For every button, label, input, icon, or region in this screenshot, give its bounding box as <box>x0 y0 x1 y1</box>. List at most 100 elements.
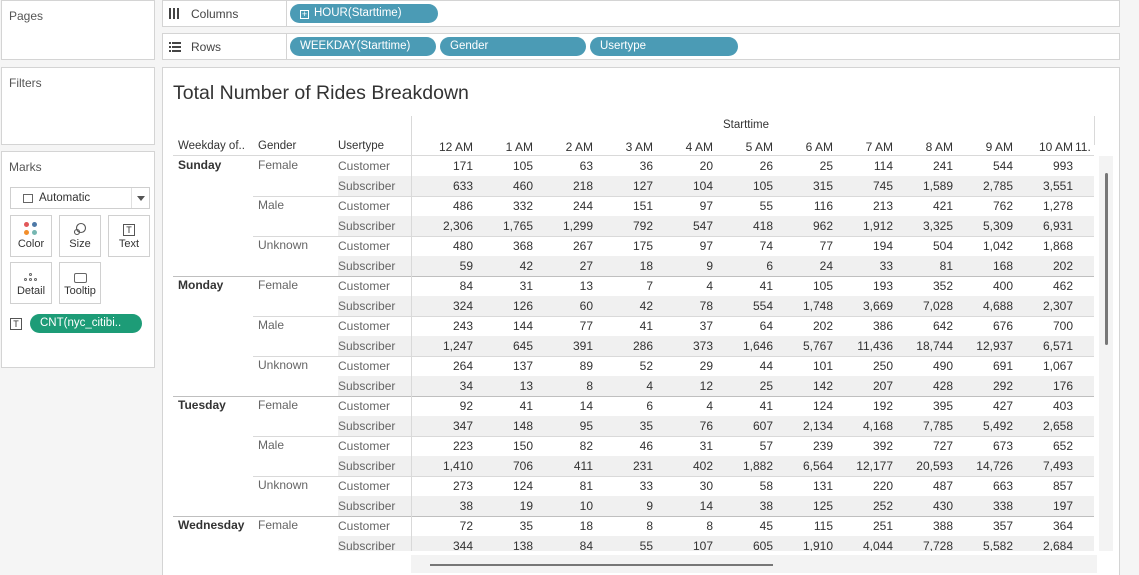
text-button[interactable]: T Text <box>108 215 150 257</box>
value-cell[interactable]: 77 <box>579 319 593 333</box>
value-cell[interactable]: 84 <box>579 539 593 551</box>
value-cell[interactable]: 14,726 <box>976 459 1013 473</box>
value-cell[interactable]: 202 <box>812 319 833 333</box>
value-cell[interactable]: 1,589 <box>922 179 953 193</box>
column-header[interactable]: 9 AM <box>985 140 1013 154</box>
value-cell[interactable]: 352 <box>932 279 953 293</box>
usertype-cell[interactable]: Customer <box>338 159 391 173</box>
value-cell[interactable]: 127 <box>632 179 653 193</box>
value-cell[interactable]: 267 <box>572 239 593 253</box>
value-cell[interactable]: 338 <box>992 499 1013 513</box>
value-cell[interactable]: 175 <box>632 239 653 253</box>
value-cell[interactable]: 1,910 <box>802 539 833 551</box>
value-cell[interactable]: 74 <box>759 239 773 253</box>
value-cell[interactable]: 231 <box>632 459 653 473</box>
value-cell[interactable]: 107 <box>692 539 713 551</box>
gender-cell[interactable]: Female <box>258 518 299 532</box>
horizontal-scroll-thumb[interactable] <box>430 564 773 566</box>
value-cell[interactable]: 14 <box>579 399 593 413</box>
value-cell[interactable]: 673 <box>992 439 1013 453</box>
value-cell[interactable]: 607 <box>752 419 773 433</box>
value-cell[interactable]: 131 <box>812 479 833 493</box>
value-cell[interactable]: 8 <box>646 519 653 533</box>
value-cell[interactable]: 480 <box>452 239 473 253</box>
value-cell[interactable]: 59 <box>459 259 473 273</box>
expand-plus-icon[interactable]: + <box>300 9 309 19</box>
usertype-cell[interactable]: Customer <box>338 279 391 293</box>
value-cell[interactable]: 8 <box>706 519 713 533</box>
value-cell[interactable]: 37 <box>699 319 713 333</box>
color-button[interactable]: Color <box>10 215 52 257</box>
column-header[interactable]: 5 AM <box>745 140 773 154</box>
value-cell[interactable]: 12 <box>699 379 713 393</box>
value-cell[interactable]: 1,882 <box>742 459 773 473</box>
value-cell[interactable]: 332 <box>512 199 533 213</box>
value-cell[interactable]: 82 <box>579 439 593 453</box>
value-cell[interactable]: 400 <box>992 279 1013 293</box>
value-cell[interactable]: 31 <box>519 279 533 293</box>
chevron-down-icon[interactable] <box>131 188 149 208</box>
value-cell[interactable]: 605 <box>752 539 773 551</box>
value-cell[interactable]: 29 <box>699 359 713 373</box>
usertype-cell[interactable]: Customer <box>338 239 391 253</box>
vertical-scrollbar[interactable] <box>1099 156 1113 551</box>
value-cell[interactable]: 344 <box>452 539 473 551</box>
weekday-cell[interactable]: Tuesday <box>178 398 226 412</box>
value-cell[interactable]: 31 <box>699 439 713 453</box>
value-cell[interactable]: 176 <box>1052 379 1073 393</box>
usertype-cell[interactable]: Subscriber <box>338 539 396 551</box>
value-cell[interactable]: 10 <box>579 499 593 513</box>
value-cell[interactable]: 18,744 <box>916 339 953 353</box>
value-cell[interactable]: 213 <box>872 199 893 213</box>
value-cell[interactable]: 1,067 <box>1042 359 1073 373</box>
value-cell[interactable]: 7 <box>646 279 653 293</box>
value-cell[interactable]: 6 <box>646 399 653 413</box>
value-cell[interactable]: 57 <box>759 439 773 453</box>
value-cell[interactable]: 2,684 <box>1042 539 1073 551</box>
value-cell[interactable]: 30 <box>699 479 713 493</box>
gender-pill[interactable]: Gender <box>440 37 586 56</box>
value-cell[interactable]: 3,551 <box>1042 179 1073 193</box>
value-cell[interactable]: 239 <box>812 439 833 453</box>
value-cell[interactable]: 20,593 <box>916 459 953 473</box>
value-cell[interactable]: 26 <box>759 159 773 173</box>
value-cell[interactable]: 544 <box>992 159 1013 173</box>
usertype-cell[interactable]: Subscriber <box>338 179 396 193</box>
value-cell[interactable]: 462 <box>1052 279 1073 293</box>
value-cell[interactable]: 168 <box>992 259 1013 273</box>
value-cell[interactable]: 12,177 <box>856 459 893 473</box>
value-cell[interactable]: 691 <box>992 359 1013 373</box>
usertype-cell[interactable]: Customer <box>338 439 391 453</box>
value-cell[interactable]: 315 <box>812 179 833 193</box>
column-header[interactable]: 3 AM <box>625 140 653 154</box>
column-header[interactable]: 10 AM <box>1038 140 1073 154</box>
value-cell[interactable]: 402 <box>692 459 713 473</box>
value-cell[interactable]: 150 <box>512 439 533 453</box>
value-cell[interactable]: 101 <box>812 359 833 373</box>
value-cell[interactable]: 1,912 <box>862 219 893 233</box>
value-cell[interactable]: 264 <box>452 359 473 373</box>
value-cell[interactable]: 81 <box>579 479 593 493</box>
value-cell[interactable]: 95 <box>579 419 593 433</box>
value-cell[interactable]: 2,134 <box>802 419 833 433</box>
value-cell[interactable]: 223 <box>452 439 473 453</box>
usertype-header[interactable]: Usertype <box>338 140 385 152</box>
value-cell[interactable]: 1,748 <box>802 299 833 313</box>
value-cell[interactable]: 44 <box>759 359 773 373</box>
value-cell[interactable]: 125 <box>812 499 833 513</box>
value-cell[interactable]: 324 <box>452 299 473 313</box>
value-cell[interactable]: 292 <box>992 379 1013 393</box>
value-cell[interactable]: 487 <box>932 479 953 493</box>
value-cell[interactable]: 700 <box>1052 319 1073 333</box>
gender-cell[interactable]: Unknown <box>258 238 309 252</box>
value-cell[interactable]: 2,785 <box>982 179 1013 193</box>
value-cell[interactable]: 1,299 <box>562 219 593 233</box>
gender-header[interactable]: Gender <box>258 140 297 152</box>
columns-shelf[interactable]: Columns + HOUR(Starttime) <box>162 0 1120 27</box>
value-cell[interactable]: 33 <box>879 259 893 273</box>
value-cell[interactable]: 504 <box>932 239 953 253</box>
usertype-cell[interactable]: Customer <box>338 519 391 533</box>
value-cell[interactable]: 115 <box>813 519 833 533</box>
value-cell[interactable]: 25 <box>819 159 833 173</box>
value-cell[interactable]: 727 <box>932 439 953 453</box>
